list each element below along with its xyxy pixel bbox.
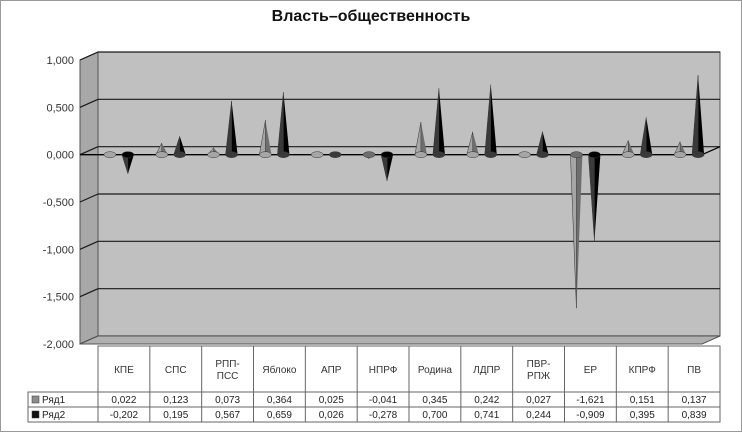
legend-label-ryad2: Ряд2 [42, 410, 66, 421]
data-label-ryad1: 0,025 [319, 395, 344, 406]
cone-ryad2-base [121, 151, 135, 158]
cone-ryad2 [127, 154, 134, 174]
cone-ryad2 [438, 88, 445, 158]
cone-ryad2-base [329, 151, 342, 158]
data-label-ryad2: 0,659 [267, 410, 292, 421]
data-label-ryad1: 0,364 [267, 395, 292, 406]
cone-ryad1-base [518, 151, 531, 158]
cone-ryad1-base [622, 151, 635, 158]
cone-ryad1 [472, 131, 479, 158]
cone-ryad2 [542, 131, 549, 158]
cone-ryad2-base [225, 151, 238, 158]
y-tick-label: 1,000 [46, 55, 74, 67]
cone-ryad2-base [484, 151, 497, 158]
cone-ryad2-base [432, 151, 446, 158]
x-tick-label: КПЕ [114, 365, 134, 376]
data-label-ryad2: 0,026 [319, 410, 344, 421]
x-tick-label: ЕР [584, 365, 598, 376]
cone-ryad2 [283, 92, 290, 158]
x-tick-label: ЛДПР [473, 365, 501, 376]
chart-title: Власть–общественность [271, 8, 471, 25]
data-label-ryad1: 0,027 [526, 395, 551, 406]
cone-ryad2-base [173, 151, 186, 158]
cone-ryad1-base [103, 151, 117, 158]
data-label-ryad1: 0,151 [630, 395, 655, 406]
cone-ryad1 [265, 120, 272, 158]
cone-ryad2 [594, 154, 601, 241]
y-tick-label: 0,000 [46, 150, 74, 162]
cone-ryad2 [698, 75, 705, 158]
y-tick-label: -1,500 [43, 292, 74, 304]
data-label-ryad2: 0,700 [422, 410, 447, 421]
data-label-ryad2: 0,395 [630, 410, 655, 421]
zero-line-edge [701, 146, 721, 156]
cone-ryad1-base [414, 151, 428, 158]
cone-ryad2 [490, 84, 497, 158]
cone-ryad2-base [691, 151, 705, 158]
data-label-ryad1: -0,041 [369, 395, 398, 406]
data-label-ryad2: -0,909 [576, 410, 605, 421]
data-label-ryad1: -1,621 [576, 395, 605, 406]
x-tick-label: ПВР- [527, 359, 551, 370]
data-label-ryad2: 0,195 [163, 410, 188, 421]
x-tick-label: Яблоко [262, 364, 296, 376]
cone-ryad1 [420, 122, 427, 158]
data-label-ryad2: -0,202 [110, 410, 139, 421]
data-label-ryad1: 0,022 [111, 395, 136, 406]
cone-ryad2-base [588, 151, 601, 158]
cone-ryad1-base [570, 151, 583, 158]
cone-ryad2-base [277, 151, 290, 158]
cone-ryad1-base [259, 151, 272, 158]
x-tick-label: АПР [321, 365, 342, 376]
cone-ryad1-base [362, 151, 376, 158]
data-label-ryad2: 0,839 [682, 410, 707, 421]
data-label-ryad1: 0,345 [422, 395, 447, 406]
cone-ryad1-base [155, 151, 168, 158]
x-tick-label: РПЖ [527, 371, 551, 382]
y-tick-label: -1,000 [43, 244, 74, 256]
x-tick-label: ПСС [217, 371, 239, 382]
data-label-ryad1: 0,242 [474, 395, 499, 406]
cone-ryad2-base [536, 151, 549, 158]
cone-ryad2 [387, 154, 394, 181]
data-label-ryad2: -0,278 [369, 410, 398, 421]
x-tick-label: СПС [165, 365, 187, 376]
cone-ryad2 [646, 117, 653, 158]
x-tick-label: НПРФ [369, 365, 398, 376]
cone-ryad1 [576, 154, 583, 309]
y-tick-label: -0,500 [43, 197, 74, 209]
gridline-side [79, 51, 99, 61]
y-tick-label: 0,500 [46, 102, 74, 114]
data-label-ryad1: 0,137 [682, 395, 707, 406]
plot-floor [79, 335, 721, 345]
cone-ryad2-base [640, 151, 653, 158]
cone-ryad2-base [380, 151, 394, 158]
gridline-side [79, 146, 99, 156]
gridline-side [79, 98, 99, 108]
cone-ryad1-base [466, 151, 479, 158]
x-tick-label: Родина [418, 365, 453, 376]
legend-label-ryad1: Ряд1 [42, 395, 66, 406]
cone-ryad1-base [311, 151, 324, 158]
gridline-side [79, 240, 99, 250]
cone-ryad1-base [673, 151, 687, 158]
y-tick-label: -2,000 [43, 339, 74, 351]
legend-swatch-ryad2 [31, 410, 40, 419]
data-label-ryad1: 0,073 [215, 395, 240, 406]
gridline-side [79, 288, 99, 298]
cone-ryad1-base [207, 151, 220, 158]
gridline-side [79, 193, 99, 203]
x-tick-label: ПВ [687, 365, 701, 376]
data-label-ryad2: 0,244 [526, 410, 551, 421]
x-tick-label: РПП- [215, 359, 239, 370]
data-label-ryad2: 0,741 [474, 410, 499, 421]
legend-swatch-ryad1 [31, 395, 40, 404]
data-label-ryad1: 0,123 [163, 395, 188, 406]
x-tick-label: КПРФ [629, 365, 657, 376]
cone-ryad2 [231, 100, 238, 158]
data-label-ryad2: 0,567 [215, 410, 240, 421]
